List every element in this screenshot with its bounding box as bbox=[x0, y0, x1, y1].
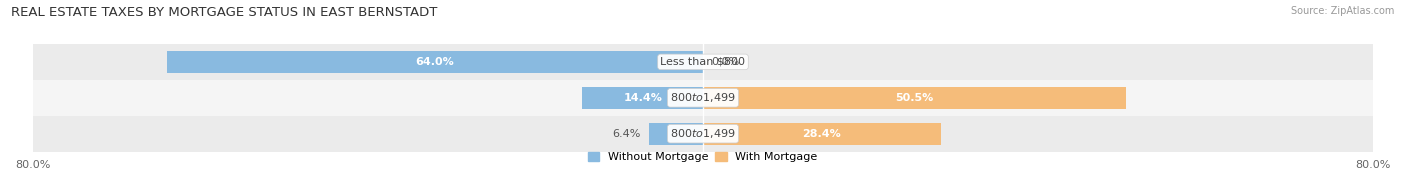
Text: 6.4%: 6.4% bbox=[613, 129, 641, 139]
Text: $800 to $1,499: $800 to $1,499 bbox=[671, 91, 735, 104]
Bar bbox=[703, 123, 941, 145]
Bar bbox=[167, 51, 703, 73]
Legend: Without Mortgage, With Mortgage: Without Mortgage, With Mortgage bbox=[583, 148, 823, 167]
Bar bbox=[32, 116, 1374, 152]
Text: $800 to $1,499: $800 to $1,499 bbox=[671, 127, 735, 140]
Bar bbox=[703, 87, 1126, 109]
Text: 28.4%: 28.4% bbox=[803, 129, 841, 139]
Text: 64.0%: 64.0% bbox=[416, 57, 454, 67]
Bar bbox=[32, 80, 1374, 116]
Text: 50.5%: 50.5% bbox=[896, 93, 934, 103]
Bar bbox=[582, 87, 703, 109]
Text: 14.4%: 14.4% bbox=[623, 93, 662, 103]
Bar bbox=[650, 123, 703, 145]
Text: REAL ESTATE TAXES BY MORTGAGE STATUS IN EAST BERNSTADT: REAL ESTATE TAXES BY MORTGAGE STATUS IN … bbox=[11, 6, 437, 19]
Text: 0.0%: 0.0% bbox=[711, 57, 740, 67]
Bar bbox=[32, 44, 1374, 80]
Text: Less than $800: Less than $800 bbox=[661, 57, 745, 67]
Text: Source: ZipAtlas.com: Source: ZipAtlas.com bbox=[1291, 6, 1395, 16]
